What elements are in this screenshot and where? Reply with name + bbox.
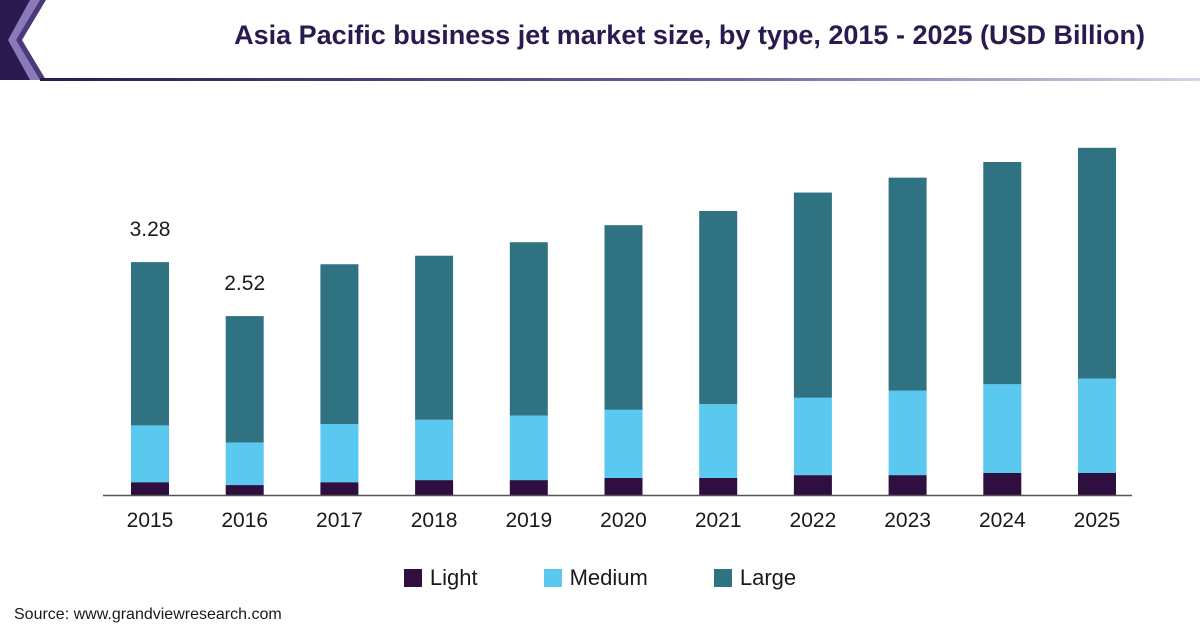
x-tick-label-2024: 2024 [979, 509, 1026, 532]
bar-large-2023 [888, 177, 927, 391]
chart-title: Asia Pacific business jet market size, b… [234, 20, 1145, 50]
bar-chart: 2015 3.28 2016 2.52 2017 2018 2019 2020 2021 2022… [103, 147, 1132, 532]
x-tick-label-2015: 2015 [127, 509, 174, 532]
bar-light-2023 [888, 475, 927, 495]
bar-large-2025 [1078, 147, 1116, 379]
bar-large-2022 [793, 192, 832, 398]
bar-light-2022 [793, 475, 832, 495]
bar-light-2016 [225, 485, 264, 495]
legend-swatch-light [403, 569, 422, 587]
bar-light-2019 [509, 480, 548, 495]
bar-light-2021 [699, 477, 738, 495]
bar-large-2020 [604, 225, 643, 410]
x-tick-label-2025: 2025 [1074, 509, 1121, 532]
bar-medium-2015 [131, 425, 169, 483]
x-tick-label-2021: 2021 [695, 509, 742, 532]
x-tick-label-2017: 2017 [316, 509, 363, 532]
bar-large-2015 [131, 262, 169, 426]
data-label-2016: 2.52 [224, 272, 265, 295]
x-tick-label-2018: 2018 [411, 509, 458, 532]
legend-item-large: Large [713, 565, 797, 591]
bar-large-2017 [320, 264, 359, 424]
bar-large-2019 [509, 242, 548, 416]
legend-swatch-medium [543, 569, 562, 587]
bar-medium-2022 [793, 397, 832, 476]
bar-light-2025 [1078, 472, 1116, 495]
brand-corner-icon [0, 0, 46, 80]
legend-item-medium: Medium [543, 565, 648, 591]
bar-medium-2016 [225, 442, 264, 486]
x-tick-label-2016: 2016 [221, 509, 268, 532]
x-tick-label-2020: 2020 [600, 509, 647, 532]
bar-medium-2024 [983, 384, 1022, 473]
x-tick-label-2019: 2019 [505, 509, 552, 532]
bar-large-2018 [415, 255, 454, 420]
bar-large-2021 [699, 211, 738, 405]
bar-medium-2018 [415, 419, 454, 481]
title-bar: Asia Pacific business jet market size, b… [0, 0, 1200, 81]
bar-medium-2017 [320, 424, 359, 483]
bar-large-2016 [225, 316, 264, 443]
legend-item-light: Light [403, 565, 478, 591]
bar-light-2017 [320, 482, 359, 495]
data-label-2015: 3.28 [130, 218, 171, 241]
bar-medium-2020 [604, 409, 643, 478]
source-note: Source: www.grandviewresearch.com [14, 606, 282, 623]
bar-light-2018 [415, 480, 454, 495]
legend-swatch-large [713, 569, 732, 587]
chart-legend: Light Medium Large [0, 562, 1200, 594]
legend-label-medium: Medium [569, 565, 648, 590]
title-divider [40, 78, 1200, 81]
legend-label-large: Large [739, 565, 797, 590]
bar-medium-2023 [888, 390, 927, 476]
legend-label-light: Light [429, 565, 478, 590]
bar-light-2015 [131, 482, 169, 495]
bar-light-2020 [604, 477, 643, 495]
x-tick-label-2022: 2022 [790, 509, 837, 532]
bar-large-2024 [983, 162, 1022, 385]
x-tick-label-2023: 2023 [884, 509, 931, 532]
bar-light-2024 [983, 472, 1022, 495]
bar-medium-2019 [509, 415, 548, 481]
bar-medium-2021 [699, 404, 738, 478]
bar-medium-2025 [1078, 378, 1116, 473]
